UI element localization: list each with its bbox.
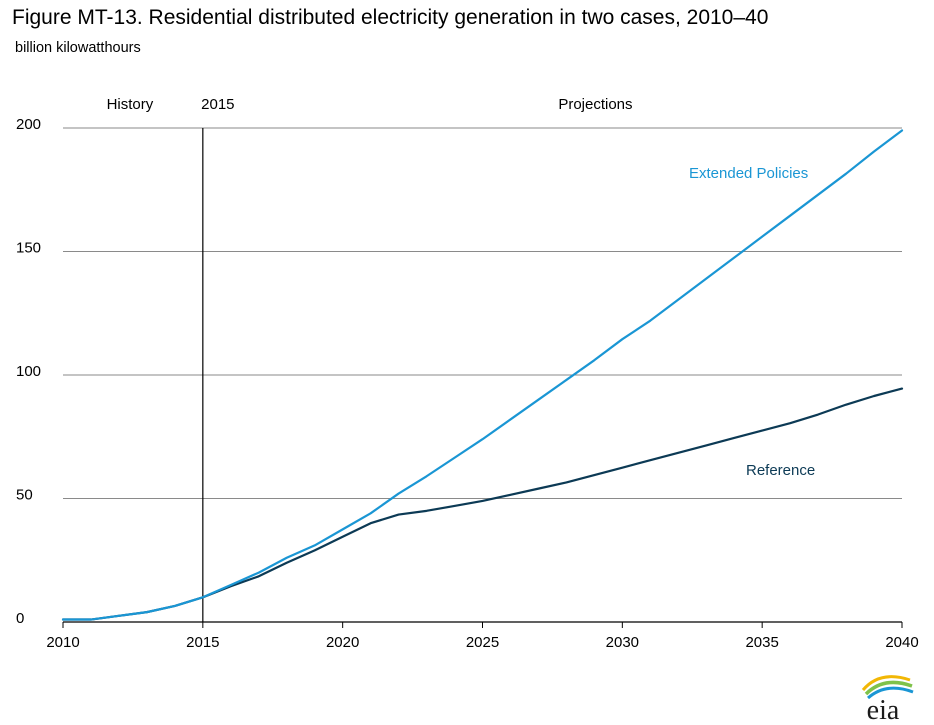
x-tick-label-2020: 2020 xyxy=(326,634,359,651)
x-tick-label-2030: 2030 xyxy=(606,634,639,651)
y-tick-label-100: 100 xyxy=(16,363,41,380)
axis-ticks: 0 50 100 150 200 2010 2015 2020 2025 2030 2035 2040 xyxy=(16,116,919,651)
x-tick-label-2035: 2035 xyxy=(745,634,778,651)
logo-text: eia xyxy=(867,695,900,725)
logo-swoosh-green xyxy=(864,680,913,696)
series-line-extended-policies xyxy=(61,129,904,621)
x-tick-label-2010: 2010 xyxy=(46,634,79,651)
series-line-reference xyxy=(61,387,904,621)
figure-title: Figure MT-13. Residential distributed el… xyxy=(12,6,769,29)
divider-year-label: 2015 xyxy=(201,96,234,113)
projections-label: Projections xyxy=(558,96,632,113)
series-labels: Extended Policies Reference xyxy=(689,165,815,479)
period-annotations: History 2015 Projections xyxy=(107,96,633,622)
logo-swoosh-yellow xyxy=(861,675,911,692)
series-lines xyxy=(61,129,904,621)
y-tick-label-0: 0 xyxy=(16,610,24,627)
gridlines xyxy=(63,127,902,499)
x-tick-label-2015: 2015 xyxy=(186,634,219,651)
history-label: History xyxy=(107,96,154,113)
y-tick-label-150: 150 xyxy=(16,240,41,257)
x-tick-label-2025: 2025 xyxy=(466,634,499,651)
eia-logo: eia xyxy=(861,675,914,725)
y-tick-label-200: 200 xyxy=(16,116,41,133)
series-label-extended-policies: Extended Policies xyxy=(689,165,808,182)
units-label: billion kilowatthours xyxy=(15,40,141,56)
logo-swoosh-blue xyxy=(867,686,914,700)
series-label-reference: Reference xyxy=(746,462,815,479)
x-tick-label-2040: 2040 xyxy=(885,634,918,651)
y-tick-label-50: 50 xyxy=(16,487,33,504)
